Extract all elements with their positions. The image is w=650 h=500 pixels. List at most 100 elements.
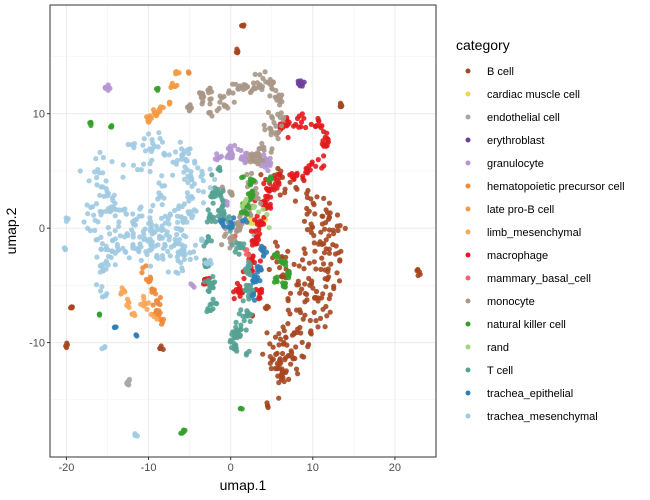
legend-key	[465, 367, 471, 373]
data-point	[229, 242, 235, 248]
data-point	[217, 99, 223, 105]
data-point	[212, 176, 218, 182]
data-point	[210, 296, 216, 302]
data-point	[130, 211, 136, 217]
data-point	[232, 342, 239, 348]
data-point	[241, 318, 247, 324]
data-point	[312, 295, 318, 301]
data-point	[214, 151, 220, 157]
data-point	[311, 202, 317, 208]
data-point	[337, 257, 343, 263]
data-point	[116, 219, 122, 225]
x-axis-title: umap.1	[220, 477, 267, 493]
data-point	[275, 253, 281, 259]
legend-item-label: granulocyte	[487, 158, 544, 170]
data-point	[64, 340, 70, 346]
data-point	[97, 269, 103, 275]
data-point	[300, 316, 306, 322]
data-point	[200, 189, 206, 195]
data-point	[184, 190, 190, 196]
data-point	[331, 231, 337, 237]
data-point	[302, 312, 308, 318]
data-point	[265, 168, 271, 174]
data-point	[249, 190, 255, 196]
data-point	[186, 198, 192, 204]
data-point	[167, 253, 173, 259]
data-point	[308, 121, 314, 127]
data-point	[93, 282, 100, 288]
legend-key	[465, 206, 471, 212]
data-point	[212, 156, 218, 162]
data-point	[179, 204, 185, 210]
data-point	[174, 231, 180, 238]
data-point	[214, 107, 220, 114]
data-point	[215, 189, 221, 196]
data-point	[279, 366, 285, 372]
data-point	[185, 180, 191, 186]
data-point	[269, 114, 275, 120]
data-point	[118, 291, 124, 297]
data-point	[193, 255, 199, 261]
data-point	[180, 216, 186, 222]
data-point	[148, 115, 155, 121]
data-point	[280, 117, 286, 123]
data-point	[322, 324, 328, 330]
data-point	[172, 149, 179, 155]
data-point	[306, 260, 312, 266]
data-point	[166, 152, 172, 158]
data-point	[102, 85, 108, 91]
data-point	[315, 117, 321, 123]
data-point	[96, 312, 103, 318]
data-point	[301, 354, 307, 360]
data-point	[285, 321, 291, 327]
data-point	[315, 157, 321, 163]
data-point	[246, 204, 252, 211]
data-point	[327, 309, 333, 315]
data-point	[115, 247, 121, 254]
data-point	[157, 302, 163, 308]
data-point	[99, 264, 105, 270]
data-point	[179, 265, 185, 271]
data-point	[150, 202, 156, 209]
data-point	[229, 331, 235, 337]
data-point	[176, 237, 183, 243]
data-point	[140, 142, 146, 148]
data-point	[94, 254, 100, 260]
data-point	[156, 312, 162, 318]
data-point	[257, 145, 263, 152]
data-point	[318, 229, 324, 235]
legend-item-label: hematopoietic precursor cell	[487, 181, 625, 193]
data-point	[331, 283, 337, 289]
data-point	[251, 157, 257, 163]
data-point	[170, 172, 176, 178]
legend-item-label: monocyte	[487, 296, 535, 308]
data-point	[305, 187, 311, 194]
data-point	[277, 356, 283, 362]
series-t-cell	[201, 164, 256, 358]
data-point	[179, 153, 185, 159]
data-point	[295, 371, 301, 377]
data-point	[296, 263, 302, 269]
data-point	[177, 139, 183, 145]
data-point	[297, 290, 303, 296]
data-point	[274, 274, 280, 280]
data-point	[204, 219, 210, 225]
data-point	[97, 208, 103, 215]
data-point	[229, 81, 236, 87]
legend-key	[465, 298, 471, 304]
legend-title: category	[456, 37, 510, 53]
data-point	[130, 162, 137, 168]
data-point	[254, 195, 260, 201]
data-point	[186, 150, 192, 157]
data-point	[186, 70, 192, 76]
data-point	[283, 368, 289, 374]
data-point	[254, 213, 260, 219]
data-point	[234, 220, 241, 226]
data-point	[237, 214, 243, 220]
data-point	[239, 203, 245, 209]
data-point	[207, 101, 213, 107]
data-point	[261, 198, 268, 204]
data-point	[206, 279, 212, 285]
data-point	[140, 228, 146, 234]
data-point	[120, 174, 126, 180]
